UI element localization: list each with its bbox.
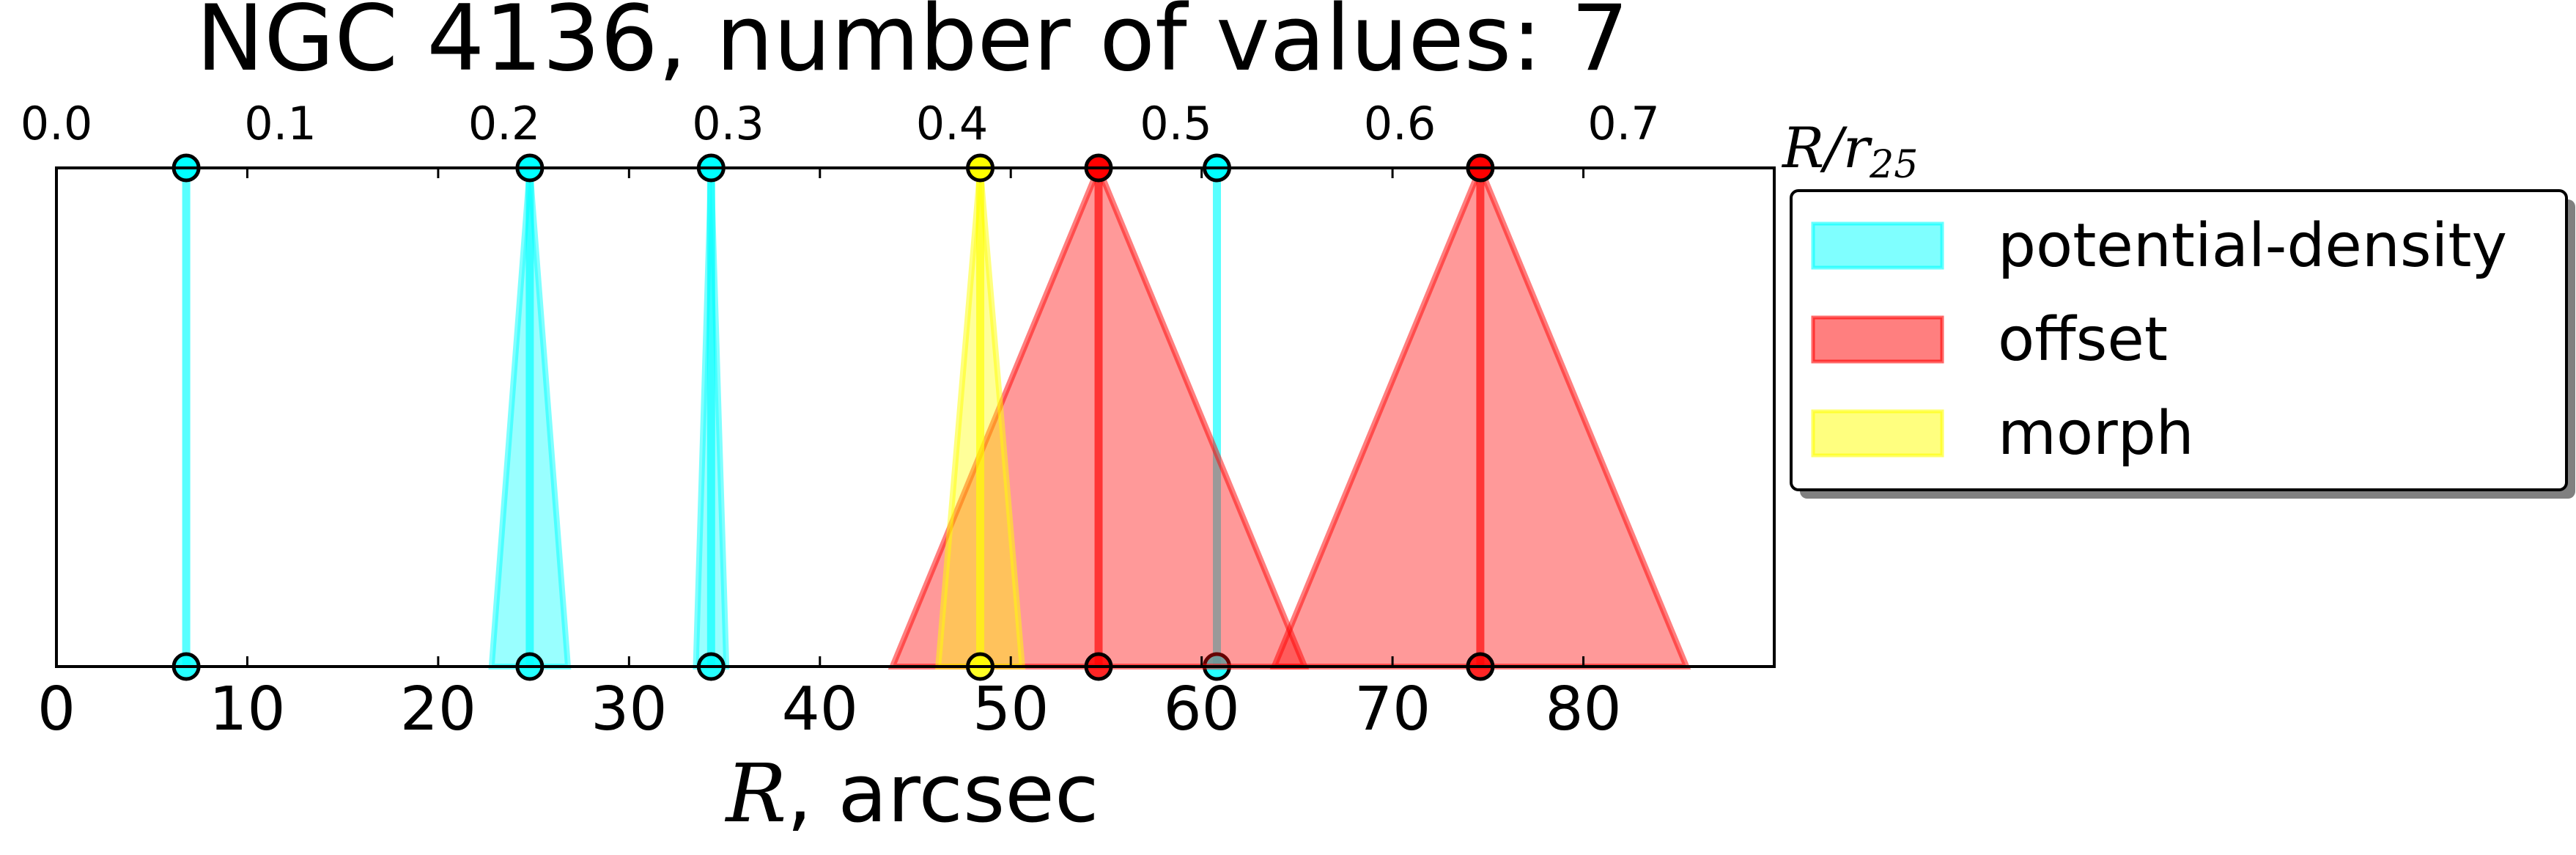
x-tick-label: 50 (973, 675, 1049, 744)
plot-frame (55, 166, 1776, 668)
legend-label: potential-density (1998, 211, 2507, 281)
top-axis-label: R/r25 (1781, 115, 1918, 187)
legend-label: offset (1998, 305, 2168, 375)
offset-point-1 (1269, 153, 1691, 681)
legend-swatch (1811, 409, 1944, 458)
bottom-ticks (55, 168, 1585, 667)
potential-density-point-2 (693, 153, 730, 681)
top-tick-label: 0.6 (1364, 97, 1436, 150)
legend-swatch (1811, 315, 1944, 364)
top-tick-label: 0.0 (21, 97, 93, 150)
legend-box (1790, 189, 2568, 491)
potential-density-point-1 (488, 153, 572, 681)
x-axis-label: R, arcsec (725, 746, 1099, 840)
x-tick-label: 70 (1354, 675, 1431, 744)
legend-entry-offset: offset (1811, 305, 2168, 375)
x-tick-label: 0 (37, 675, 75, 744)
bottom-tick-labels: 0 10 20 30 40 50 60 70 80 (37, 675, 1622, 744)
x-tick-label: 10 (209, 675, 285, 744)
top-tick-label: 0.7 (1587, 97, 1660, 150)
potential-density-point-0 (171, 153, 201, 681)
x-tick-label: 80 (1545, 675, 1621, 744)
top-tick-labels: 0.0 0.1 0.2 0.3 0.4 0.5 0.6 0.7 (21, 97, 1660, 150)
top-tick-label: 0.3 (692, 97, 764, 150)
plot-area (171, 153, 1691, 681)
top-tick-label: 0.2 (468, 97, 541, 150)
x-tick-label: 60 (1163, 675, 1239, 744)
legend-entry-morph: morph (1811, 399, 2194, 469)
top-tick-label: 0.5 (1140, 97, 1212, 150)
top-tick-label: 0.1 (244, 97, 317, 150)
legend-label: morph (1998, 399, 2194, 469)
legend-swatch (1811, 221, 1944, 270)
x-tick-label: 40 (782, 675, 858, 744)
chart-title: NGC 4136, number of values: 7 (196, 0, 1629, 92)
legend: potential-density offset morph (1790, 189, 2575, 499)
x-tick-label: 30 (591, 675, 667, 744)
legend-entry-potential-density: potential-density (1811, 211, 2507, 281)
top-tick-label: 0.4 (916, 97, 989, 150)
x-tick-label: 20 (400, 675, 476, 744)
